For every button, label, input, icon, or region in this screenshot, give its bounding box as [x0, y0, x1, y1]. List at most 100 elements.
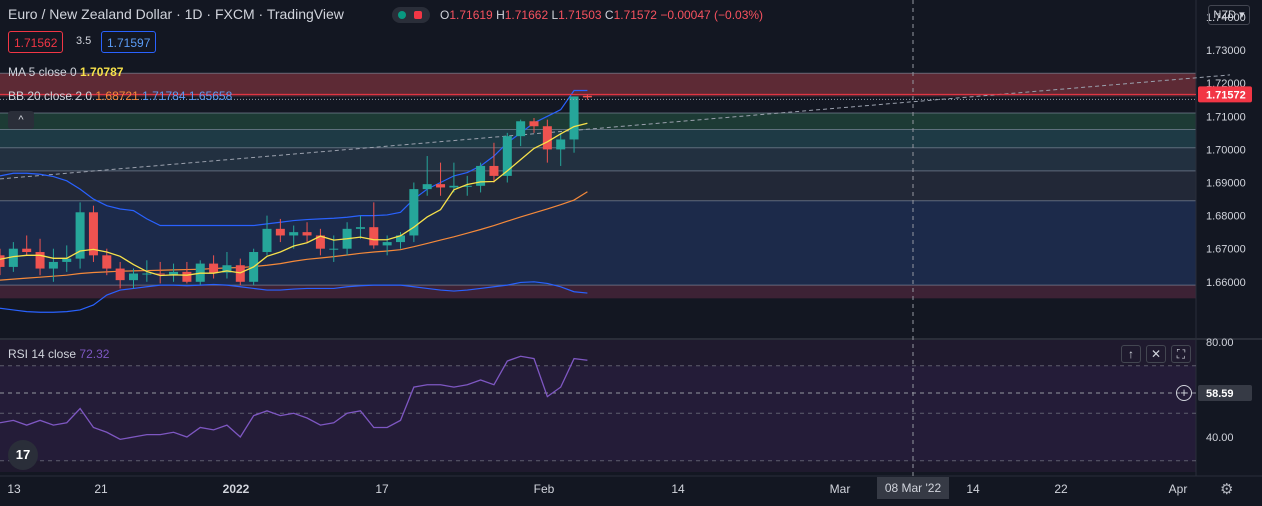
sell-button[interactable]: 1.71562 — [8, 31, 64, 53]
time-tick-label: 22 — [1054, 482, 1068, 496]
maximize-pane-button[interactable]: ⛶ — [1171, 345, 1191, 363]
candle-body — [355, 227, 365, 229]
candle-body — [115, 268, 125, 281]
candle-body — [556, 139, 566, 150]
candle-body — [462, 185, 472, 187]
price-zone-3 — [0, 147, 1196, 171]
candle-body — [582, 95, 592, 98]
spread-value: 3.5 — [76, 35, 92, 47]
time-tick-label: 21 — [94, 482, 108, 496]
candle-body — [542, 126, 552, 150]
time-tick-label: 13 — [7, 482, 21, 496]
price-tick-label: 1.71000 — [1206, 111, 1246, 123]
candle-body — [382, 242, 392, 246]
candle-body — [88, 212, 98, 256]
bb-basis-line — [0, 191, 588, 281]
add-plus-icon[interactable]: + — [1176, 385, 1192, 401]
candle-body — [302, 232, 312, 236]
rsi-crosshair-value: 58.59 — [1206, 388, 1234, 400]
collapse-legend-button[interactable]: ^ — [8, 111, 34, 129]
close-icon: ✕ — [1150, 347, 1162, 361]
ma-legend[interactable]: MA 5 close 0 1.70787 — [8, 65, 124, 79]
price-zone-0 — [0, 73, 1196, 97]
price-tick-label: 1.69000 — [1206, 178, 1246, 190]
candle-body — [489, 165, 499, 176]
market-status-toggle[interactable] — [392, 7, 430, 23]
symbol-title[interactable]: Euro / New Zealand Dollar · 1D · FXCM · … — [8, 6, 344, 22]
chevron-up-icon: ^ — [18, 114, 24, 126]
trend-line — [0, 74, 1231, 180]
candle-body — [529, 121, 539, 127]
rsi-line — [0, 355, 588, 441]
time-tick-label: 2022 — [223, 482, 250, 496]
candle-body — [22, 248, 32, 253]
candle-body — [409, 189, 419, 236]
bb-lower-line — [0, 281, 588, 313]
candle-body — [262, 228, 272, 253]
candle-body — [289, 232, 299, 236]
buy-button[interactable]: 1.71597 — [101, 31, 157, 53]
candle-body — [182, 271, 192, 282]
candle-body — [169, 271, 179, 275]
candle-body — [516, 121, 526, 137]
candle-body — [396, 235, 405, 243]
price-tick-label: 1.68000 — [1206, 211, 1246, 223]
candle-body — [0, 255, 5, 267]
candle-body — [449, 185, 459, 188]
rsi-band-bg — [0, 365, 1196, 461]
bb-upper-line — [0, 89, 588, 227]
last-price-value: 1.71572 — [1206, 89, 1246, 101]
candle-body — [436, 184, 446, 188]
candle-body — [48, 261, 58, 269]
candle-body — [209, 263, 219, 273]
market-closed-icon — [414, 11, 422, 19]
chevron-down-icon: ▾ — [1239, 9, 1245, 21]
price-zone-4 — [0, 170, 1196, 201]
rsi-crosshair-tag — [1198, 385, 1252, 401]
candle-body — [315, 235, 325, 249]
time-tick-label: Apr — [1169, 482, 1188, 496]
price-tick-label: 1.67000 — [1206, 244, 1246, 256]
rsi-tick-label: 80.00 — [1206, 337, 1234, 349]
time-tick-label: 17 — [375, 482, 389, 496]
currency-selector[interactable]: NZD ▾ — [1208, 5, 1250, 25]
market-open-icon — [398, 11, 406, 19]
candle-body — [235, 265, 245, 282]
gear-icon[interactable]: ⚙ — [1220, 481, 1234, 498]
candle-body — [75, 212, 85, 259]
rsi-legend[interactable]: RSI 14 close 72.32 — [8, 347, 110, 361]
candle-body — [8, 248, 18, 267]
candle-body — [329, 248, 339, 250]
maximize-icon: ⛶ — [1176, 347, 1186, 361]
ma5-line — [0, 122, 588, 277]
price-zone-6 — [0, 285, 1196, 299]
price-zone-1 — [0, 112, 1196, 130]
candle-body — [369, 227, 379, 246]
close-pane-button[interactable]: ✕ — [1146, 345, 1166, 363]
candle-body — [569, 96, 579, 140]
candle-body — [422, 184, 432, 190]
candle-body — [62, 258, 72, 262]
rsi-tick-label: 40.00 — [1206, 432, 1234, 444]
arrow-up-icon: ↑ — [1128, 347, 1134, 361]
price-tick-label: 1.70000 — [1206, 144, 1246, 156]
bb-legend[interactable]: BB 20 close 2 0 1.68721 1.71784 1.65658 — [8, 89, 233, 103]
last-price-tag — [1198, 86, 1252, 103]
price-zone-2 — [0, 129, 1196, 148]
candle-body — [222, 265, 232, 273]
tradingview-logo[interactable]: 17 — [8, 440, 38, 470]
time-tick-label: 14 — [966, 482, 980, 496]
candle-body — [129, 273, 138, 281]
candle-body — [502, 136, 512, 176]
crosshair-date-label: 08 Mar '22 — [877, 477, 949, 499]
candle-body — [476, 165, 486, 186]
time-tick-label: 14 — [671, 482, 685, 496]
price-tick-label: 1.66000 — [1206, 277, 1246, 289]
price-zone-5 — [0, 200, 1196, 286]
candle-body — [155, 273, 165, 275]
time-tick-label: Feb — [534, 482, 555, 496]
move-pane-up-button[interactable]: ↑ — [1121, 345, 1141, 363]
candle-body — [142, 273, 152, 275]
price-tick-label: 1.73000 — [1206, 45, 1246, 57]
